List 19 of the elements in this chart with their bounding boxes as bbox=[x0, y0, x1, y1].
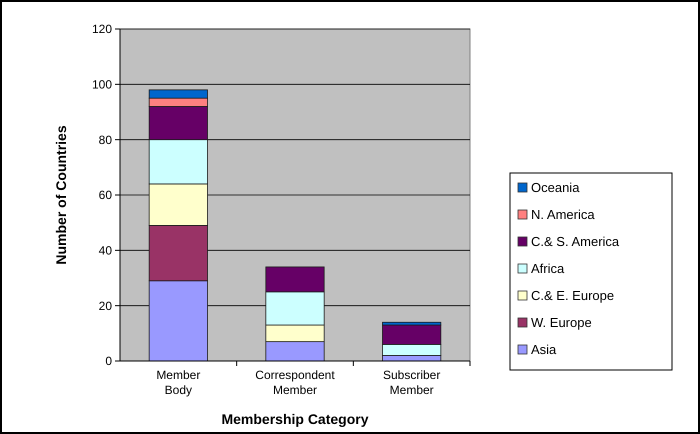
y-tick-label: 20 bbox=[98, 298, 112, 313]
x-tick-label: Subscriber Member bbox=[382, 368, 440, 397]
y-tick-label: 0 bbox=[105, 354, 112, 368]
legend-label: C.& E. Europe bbox=[531, 288, 614, 303]
legend-label: W. Europe bbox=[531, 315, 592, 330]
x-tick-label: Correspondent Member bbox=[255, 368, 336, 397]
x-axis-title: Membership Category bbox=[221, 411, 369, 427]
legend-label: Asia bbox=[531, 342, 558, 357]
y-tick-label: 120 bbox=[92, 22, 112, 36]
legend-label: C.& S. America bbox=[531, 234, 620, 249]
y-axis-title: Number of Countries bbox=[53, 125, 69, 265]
legend-label: Africa bbox=[531, 261, 565, 276]
x-tick-label: Member Body bbox=[156, 368, 200, 397]
legend-label: Oceania bbox=[531, 180, 580, 195]
legend-label: N. America bbox=[531, 207, 596, 222]
y-tick-label: 100 bbox=[92, 78, 112, 92]
y-tick-label: 80 bbox=[98, 132, 112, 147]
y-tick-label: 40 bbox=[98, 244, 112, 258]
y-tick-label: 60 bbox=[98, 188, 112, 202]
